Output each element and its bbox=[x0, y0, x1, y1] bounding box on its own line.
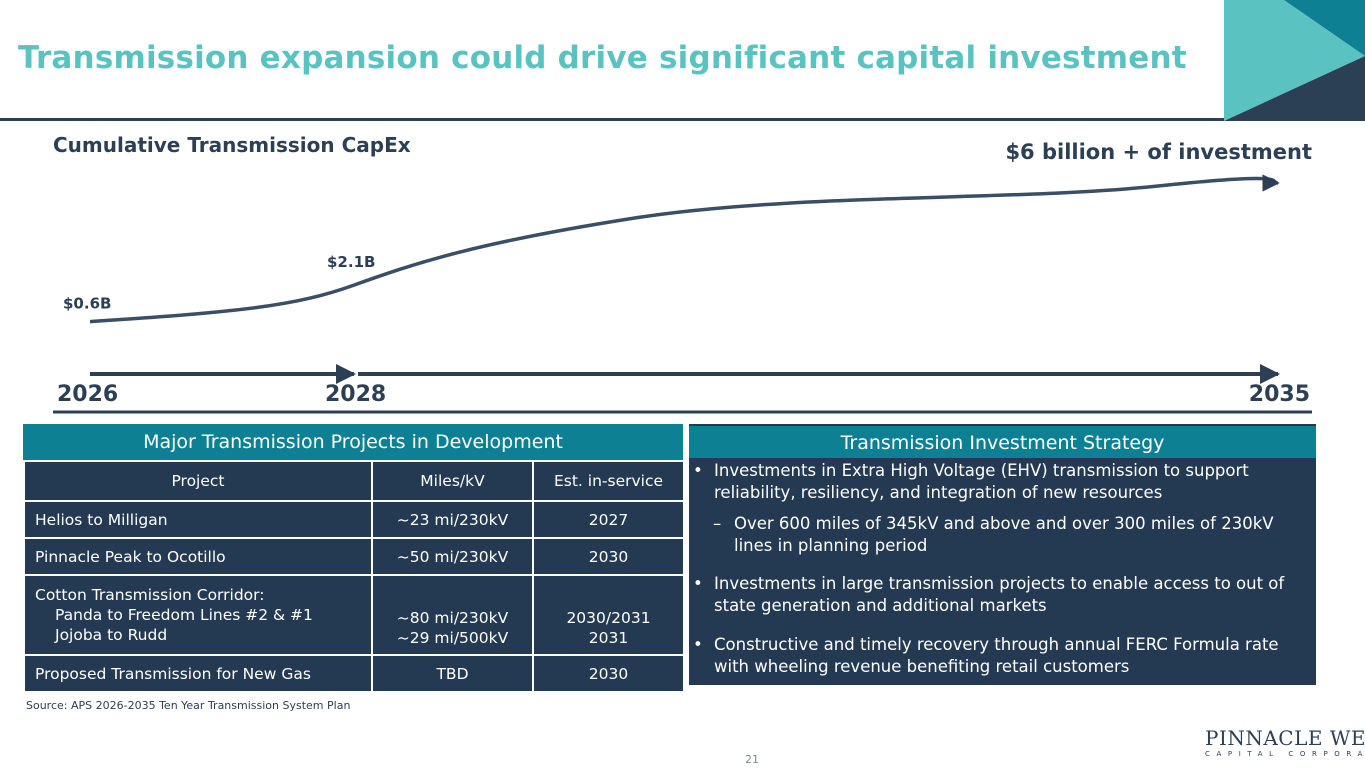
strategy-heading: Transmission Investment Strategy bbox=[689, 424, 1316, 460]
project-service: 2030/2031 bbox=[566, 609, 651, 627]
bullet-text: Constructive and timely recovery through… bbox=[714, 635, 1279, 676]
project-service: 2031 bbox=[588, 629, 629, 647]
source-note: Source: APS 2026-2035 Ten Year Transmiss… bbox=[26, 699, 351, 712]
company-logo: PINNACLE WEST CAPITAL CORPORATION bbox=[1205, 728, 1365, 758]
logo-name: PINNACLE WEST bbox=[1205, 726, 1365, 750]
investment-callout: $6 billion + of investment bbox=[1005, 140, 1312, 164]
bullet-text: Over 600 miles of 345kV and above and ov… bbox=[734, 514, 1274, 555]
corner-dark-teal-triangle bbox=[1284, 0, 1365, 56]
strategy-bullet: • Constructive and timely recovery throu… bbox=[693, 634, 1309, 678]
project-service: 2030 bbox=[532, 537, 685, 576]
project-name: Proposed Transmission for New Gas bbox=[23, 654, 373, 693]
strategy-bullet: • Investments in Extra High Voltage (EHV… bbox=[693, 460, 1309, 504]
project-service: 2027 bbox=[532, 500, 685, 539]
corner-navy-triangle bbox=[1224, 56, 1365, 121]
sub-bullet-marker: – bbox=[713, 514, 722, 533]
project-service: 2030 bbox=[532, 654, 685, 693]
table-row: Cotton Transmission Corridor: Panda to F… bbox=[23, 574, 685, 656]
column-header-miles: Miles/kV bbox=[371, 460, 534, 502]
table-row: Pinnacle Peak to Ocotillo ~50 mi/230kV 2… bbox=[23, 537, 685, 576]
x-tick-2026: 2026 bbox=[57, 382, 118, 407]
project-service-cell: 2030/2031 2031 bbox=[532, 574, 685, 656]
project-sub-name: Jojoba to Rudd bbox=[55, 626, 168, 644]
project-miles: ~80 mi/230kV bbox=[396, 609, 509, 627]
project-name: Helios to Milligan bbox=[23, 500, 373, 539]
project-sub-name: Panda to Freedom Lines #2 & #1 bbox=[55, 606, 313, 624]
projects-table: Project Miles/kV Est. in-service Helios … bbox=[23, 460, 685, 693]
capex-chart: $0.6B $2.1B 2026 2028 2035 bbox=[53, 174, 1312, 414]
logo-subtitle: CAPITAL CORPORATION bbox=[1205, 750, 1365, 758]
corner-decoration bbox=[1224, 0, 1365, 121]
project-miles: ~50 mi/230kV bbox=[371, 537, 534, 576]
project-name-cell: Cotton Transmission Corridor: Panda to F… bbox=[23, 574, 373, 656]
strategy-bullet: • Investments in large transmission proj… bbox=[693, 573, 1309, 617]
title-divider bbox=[0, 118, 1365, 121]
x-tick-2028: 2028 bbox=[325, 382, 386, 407]
data-label-2026: $0.6B bbox=[63, 295, 111, 313]
bullet-marker: • bbox=[693, 635, 703, 654]
bullet-marker: • bbox=[693, 461, 703, 480]
project-name: Pinnacle Peak to Ocotillo bbox=[23, 537, 373, 576]
data-label-2028: $2.1B bbox=[327, 253, 375, 271]
page-title: Transmission expansion could drive signi… bbox=[18, 40, 1187, 76]
bullet-text: Investments in Extra High Voltage (EHV) … bbox=[714, 461, 1249, 502]
corner-teal-shape bbox=[1224, 0, 1365, 121]
x-tick-2035: 2035 bbox=[1249, 382, 1310, 407]
column-header-project: Project bbox=[23, 460, 373, 502]
table-row: Helios to Milligan ~23 mi/230kV 2027 bbox=[23, 500, 685, 539]
strategy-sub-bullet: – Over 600 miles of 345kV and above and … bbox=[693, 513, 1309, 557]
project-miles: ~23 mi/230kV bbox=[371, 500, 534, 539]
table-header-row: Project Miles/kV Est. in-service bbox=[23, 460, 685, 502]
table-row: Proposed Transmission for New Gas TBD 20… bbox=[23, 654, 685, 693]
projects-heading: Major Transmission Projects in Developme… bbox=[23, 424, 683, 460]
chart-title: Cumulative Transmission CapEx bbox=[53, 133, 411, 157]
column-header-service: Est. in-service bbox=[532, 460, 685, 502]
page-number: 21 bbox=[745, 753, 759, 766]
bullet-marker: • bbox=[693, 574, 703, 593]
capex-curve bbox=[89, 174, 1280, 324]
strategy-panel: • Investments in Extra High Voltage (EHV… bbox=[689, 458, 1316, 685]
project-miles: TBD bbox=[371, 654, 534, 693]
project-miles-cell: ~80 mi/230kV ~29 mi/500kV bbox=[371, 574, 534, 656]
project-miles: ~29 mi/500kV bbox=[396, 629, 509, 647]
project-name: Cotton Transmission Corridor: bbox=[35, 586, 265, 604]
bullet-text: Investments in large transmission projec… bbox=[714, 574, 1285, 615]
